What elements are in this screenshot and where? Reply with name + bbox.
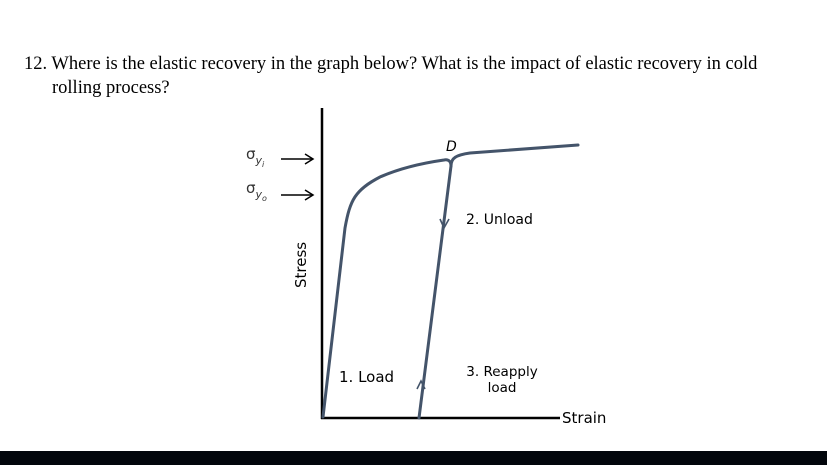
sigma-yi-label: σyi [246,145,265,169]
x-axis-label: Strain [562,409,606,427]
loading-curve [321,158,453,419]
question-number: 12. [24,54,48,74]
sigma-yo-label: σyo [246,179,267,203]
step-3-reapply-label-line-2: load [488,380,517,396]
step-1-load-label: 1. Load [339,368,394,386]
point-d-label: D [446,139,457,155]
reloading-plastic-curve [449,143,580,168]
unload-arrow-icon [439,218,450,230]
sigma-yi-arrow-icon [281,153,315,165]
question-line-2: rolling process? [52,78,170,98]
unload-line [417,164,453,420]
step-2-unload-label: 2. Unload [466,212,533,228]
sigma-yo-arrow-icon [281,189,315,201]
reload-arrow-icon [416,379,426,390]
question-line-1: Where is the elastic recovery in the gra… [51,54,758,74]
step-3-reapply-label-line-1: 3. Reapply [466,364,537,380]
y-axis-label: Stress [292,242,310,288]
question-text: 12. Where is the elastic recovery in the… [24,52,814,100]
bottom-dark-bar [0,451,827,465]
